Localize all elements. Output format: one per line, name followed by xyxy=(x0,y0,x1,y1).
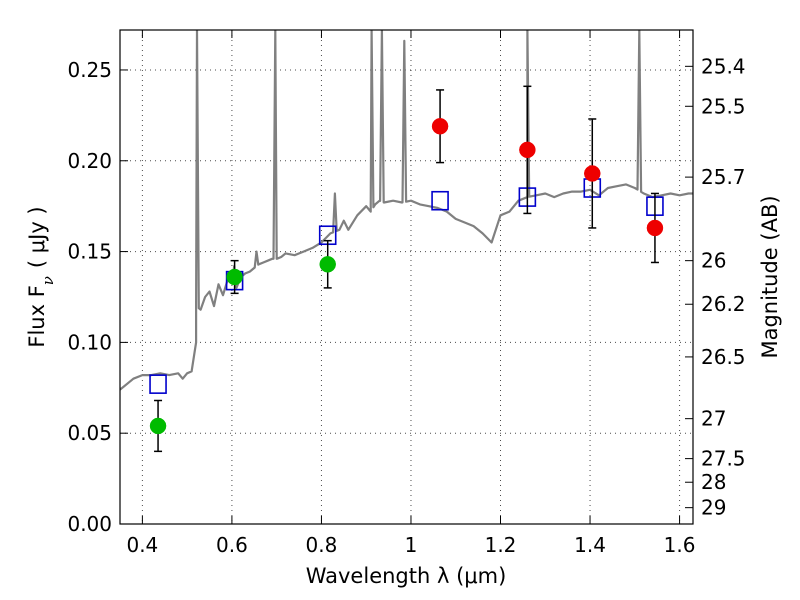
mag-tick-label: 28 xyxy=(701,470,726,494)
data-points xyxy=(149,85,664,453)
green-data-point xyxy=(149,417,167,435)
plot-frame xyxy=(119,29,694,525)
y-tick-label: 0.15 xyxy=(67,240,112,264)
model-flux-square xyxy=(431,190,449,211)
green-data-point xyxy=(226,268,243,286)
axes: 0.4 0.6 0.8 1 1.2 1.4 1.6 0.00 0.05 0.10 0.15 0.20 0… xyxy=(67,30,746,557)
mag-tick-label: 29 xyxy=(701,496,726,520)
mag-tick-label: 26.5 xyxy=(701,345,746,369)
y-tick-label: 0.10 xyxy=(67,330,112,354)
mag-tick-label: 25.7 xyxy=(701,165,746,189)
x-axis-label: Wavelength λ (μm) xyxy=(306,564,507,588)
mag-tick-label: 27 xyxy=(701,407,726,431)
model-flux-square xyxy=(149,374,167,394)
model-spectrum-line xyxy=(120,30,693,391)
mag-tick-label: 25.5 xyxy=(701,94,746,118)
x-tick-label: 1.6 xyxy=(664,533,696,557)
mag-tick-label: 26.2 xyxy=(701,292,746,316)
x-tick-label: 0.4 xyxy=(126,533,158,557)
red-data-point xyxy=(431,118,449,135)
red-data-point xyxy=(646,219,664,237)
y-axis-label-sub: ν xyxy=(39,276,57,285)
mag-tick-label: 25.4 xyxy=(701,54,746,78)
y-tick-label: 0.20 xyxy=(67,149,112,173)
x-tick-label: 1.4 xyxy=(574,533,606,557)
green-data-point xyxy=(319,256,336,273)
x-tick-label: 1 xyxy=(405,533,418,557)
y-axis-label-units: ( μJy ) xyxy=(25,206,49,268)
grid xyxy=(120,30,693,525)
x-tick-label: 0.6 xyxy=(216,533,248,557)
y-tick-label: 0.25 xyxy=(67,58,112,82)
red-data-point xyxy=(519,141,536,159)
red-data-point xyxy=(584,165,601,182)
y-tick-label: 0.05 xyxy=(67,421,112,445)
y-axis-label-main: Flux F xyxy=(25,285,49,347)
y-tick-label: 0.00 xyxy=(67,512,112,536)
y-axis-right-label: Magnitude (AB) xyxy=(758,195,782,358)
mag-tick-label: 26 xyxy=(701,249,726,273)
y-axis-label: Flux Fν ( μJy ) xyxy=(25,206,57,347)
x-tick-label: 1.2 xyxy=(485,533,517,557)
x-tick-label: 0.8 xyxy=(306,533,338,557)
model-spectrum xyxy=(120,30,693,391)
mag-tick-label: 27.5 xyxy=(701,447,746,471)
